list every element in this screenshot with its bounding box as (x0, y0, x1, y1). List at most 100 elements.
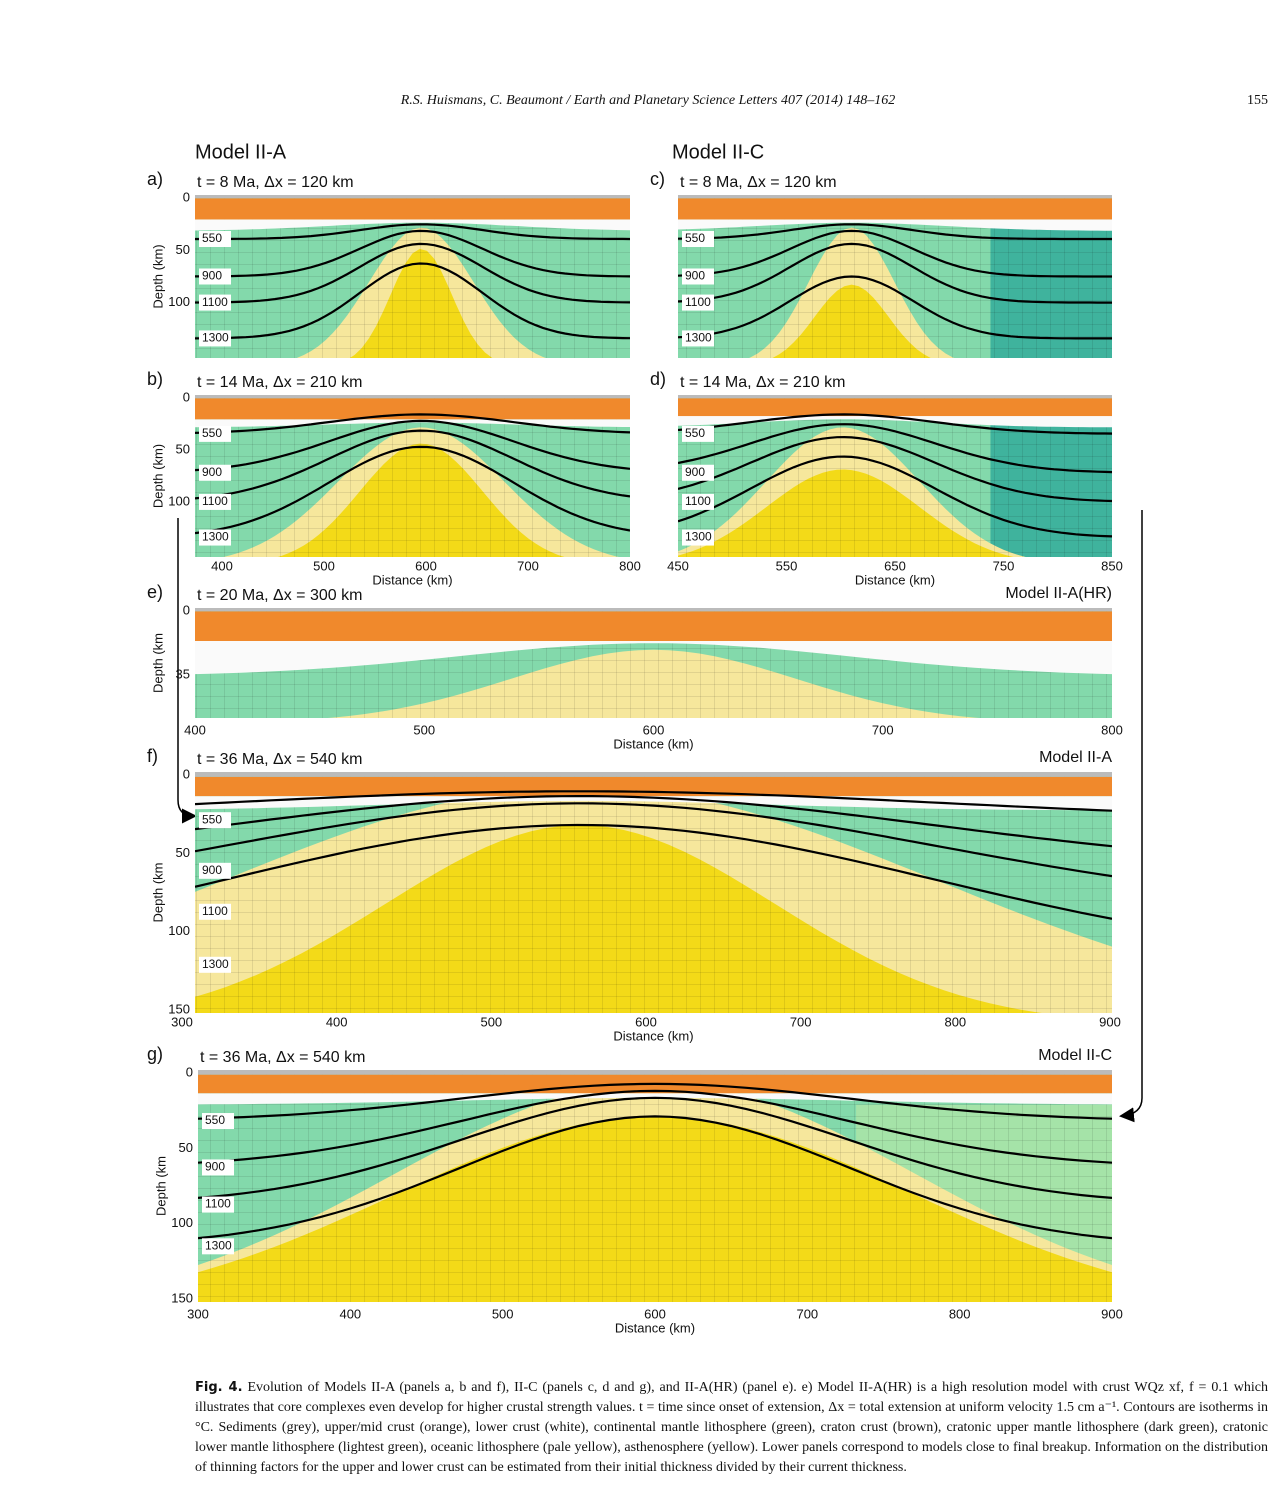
isotherm-label: 550 (202, 426, 222, 440)
depth-tick-label: 0 (183, 766, 190, 781)
distance-tick-label: 700 (790, 1014, 812, 1029)
distance-tick-label: 500 (480, 1014, 502, 1029)
isotherm-label: 1100 (202, 295, 228, 309)
distance-axis-label: Distance (km) (372, 572, 452, 587)
model-panel (198, 1070, 1112, 1302)
panel-letter: d) (650, 369, 666, 389)
model-panel (678, 195, 1112, 366)
distance-tick-label: 900 (1099, 1014, 1121, 1029)
depth-axis-label: Depth (km) (150, 444, 165, 508)
caption-label: Fig. 4. (195, 1380, 243, 1395)
distance-tick-label: 800 (944, 1014, 966, 1029)
model-panel (195, 395, 630, 565)
model-panel (195, 195, 630, 366)
upper-crust (195, 777, 1112, 796)
upper-crust (195, 198, 630, 219)
isotherm-label: 900 (202, 465, 222, 479)
upper-crust (195, 611, 1112, 641)
distance-axis-label: Distance (km) (613, 1028, 693, 1043)
isotherm-label: 1100 (205, 1197, 231, 1211)
isotherm-label: 1100 (202, 494, 228, 508)
depth-axis-label: Depth (km (150, 633, 165, 693)
distance-tick-label: 650 (884, 558, 906, 573)
caption-text: Evolution of Models II-A (panels a, b an… (195, 1380, 1268, 1475)
distance-tick-label: 500 (313, 558, 335, 573)
panel-letter: e) (147, 582, 163, 602)
distance-tick-label: 300 (171, 1014, 193, 1029)
depth-tick-label: 50 (176, 441, 190, 456)
depth-tick-label: 50 (176, 845, 190, 860)
panel-letter: g) (147, 1044, 163, 1064)
depth-tick-label: 100 (168, 294, 190, 309)
column-title: Model II-A (195, 141, 287, 163)
depth-tick-label: 100 (171, 1215, 193, 1230)
isotherm-label: 1100 (685, 295, 711, 309)
depth-tick-label: 0 (183, 389, 190, 404)
panel-time: t = 20 Ma, Δx = 300 km (197, 587, 362, 604)
distance-tick-label: 400 (339, 1306, 361, 1321)
isotherm-label: 1100 (685, 494, 711, 508)
upper-crust (195, 398, 630, 419)
isotherm-label: 1300 (202, 331, 229, 345)
running-head: R.S. Huismans, C. Beaumont / Earth and P… (400, 93, 896, 108)
distance-tick-label: 800 (619, 558, 641, 573)
sediments (195, 772, 1112, 777)
upper-crust (678, 398, 1112, 416)
isotherm-label: 550 (685, 426, 705, 440)
panel-letter: a) (147, 169, 163, 189)
panel-time: t = 36 Ma, Δx = 540 km (200, 1049, 365, 1066)
depth-tick-label: 100 (168, 923, 190, 938)
sediments (195, 608, 1112, 611)
distance-tick-label: 600 (644, 1306, 666, 1321)
grid-texture (198, 1070, 1112, 1302)
isotherm-label: 550 (685, 231, 705, 245)
sediments (195, 395, 630, 398)
isotherm-label: 900 (685, 465, 705, 479)
distance-tick-label: 800 (1101, 722, 1123, 737)
distance-tick-label: 850 (1101, 558, 1123, 573)
panel-time: t = 14 Ma, Δx = 210 km (680, 374, 845, 391)
distance-tick-label: 500 (492, 1306, 514, 1321)
panel-time: t = 14 Ma, Δx = 210 km (197, 374, 362, 391)
distance-tick-label: 750 (993, 558, 1015, 573)
upper-crust (678, 198, 1112, 219)
isotherm-label: 1100 (202, 904, 228, 918)
isotherm-label: 900 (202, 863, 222, 877)
depth-axis-label: Depth (km (150, 863, 165, 923)
isotherm-label: 900 (205, 1160, 225, 1174)
distance-tick-label: 700 (872, 722, 894, 737)
isotherm-label: 1300 (202, 530, 229, 544)
sediments (678, 195, 1112, 198)
depth-tick-label: 0 (186, 1064, 193, 1079)
distance-tick-label: 900 (1101, 1306, 1123, 1321)
depth-tick-label: 35 (176, 666, 190, 681)
column-title: Model II-C (672, 141, 764, 163)
panel-letter: f) (147, 746, 158, 766)
depth-tick-label: 0 (183, 189, 190, 204)
distance-tick-label: 400 (211, 558, 233, 573)
panel-time: t = 8 Ma, Δx = 120 km (197, 174, 354, 191)
page: R.S. Huismans, C. Beaumont / Earth and P… (0, 0, 1288, 1508)
distance-tick-label: 300 (187, 1306, 209, 1321)
distance-tick-label: 600 (635, 1014, 657, 1029)
depth-tick-label: 150 (171, 1290, 193, 1305)
depth-axis-label: Depth (km) (150, 244, 165, 308)
distance-tick-label: 600 (643, 722, 665, 737)
sediments (198, 1070, 1112, 1075)
panel-model: Model II-C (1038, 1047, 1112, 1064)
model-panel (195, 608, 1112, 723)
panel-letter: b) (147, 369, 163, 389)
page-number: 155 (1247, 93, 1268, 108)
isotherm-label: 900 (202, 269, 222, 283)
isotherm-label: 1300 (685, 331, 712, 345)
depth-tick-label: 100 (168, 493, 190, 508)
distance-tick-label: 700 (796, 1306, 818, 1321)
model-panel (195, 772, 1112, 1020)
distance-axis-label: Distance (km) (613, 736, 693, 751)
model-panel (678, 395, 1112, 565)
distance-axis-label: Distance (km) (615, 1320, 695, 1335)
distance-tick-label: 400 (184, 722, 206, 737)
distance-tick-label: 500 (413, 722, 435, 737)
distance-tick-label: 400 (326, 1014, 348, 1029)
distance-tick-label: 800 (949, 1306, 971, 1321)
